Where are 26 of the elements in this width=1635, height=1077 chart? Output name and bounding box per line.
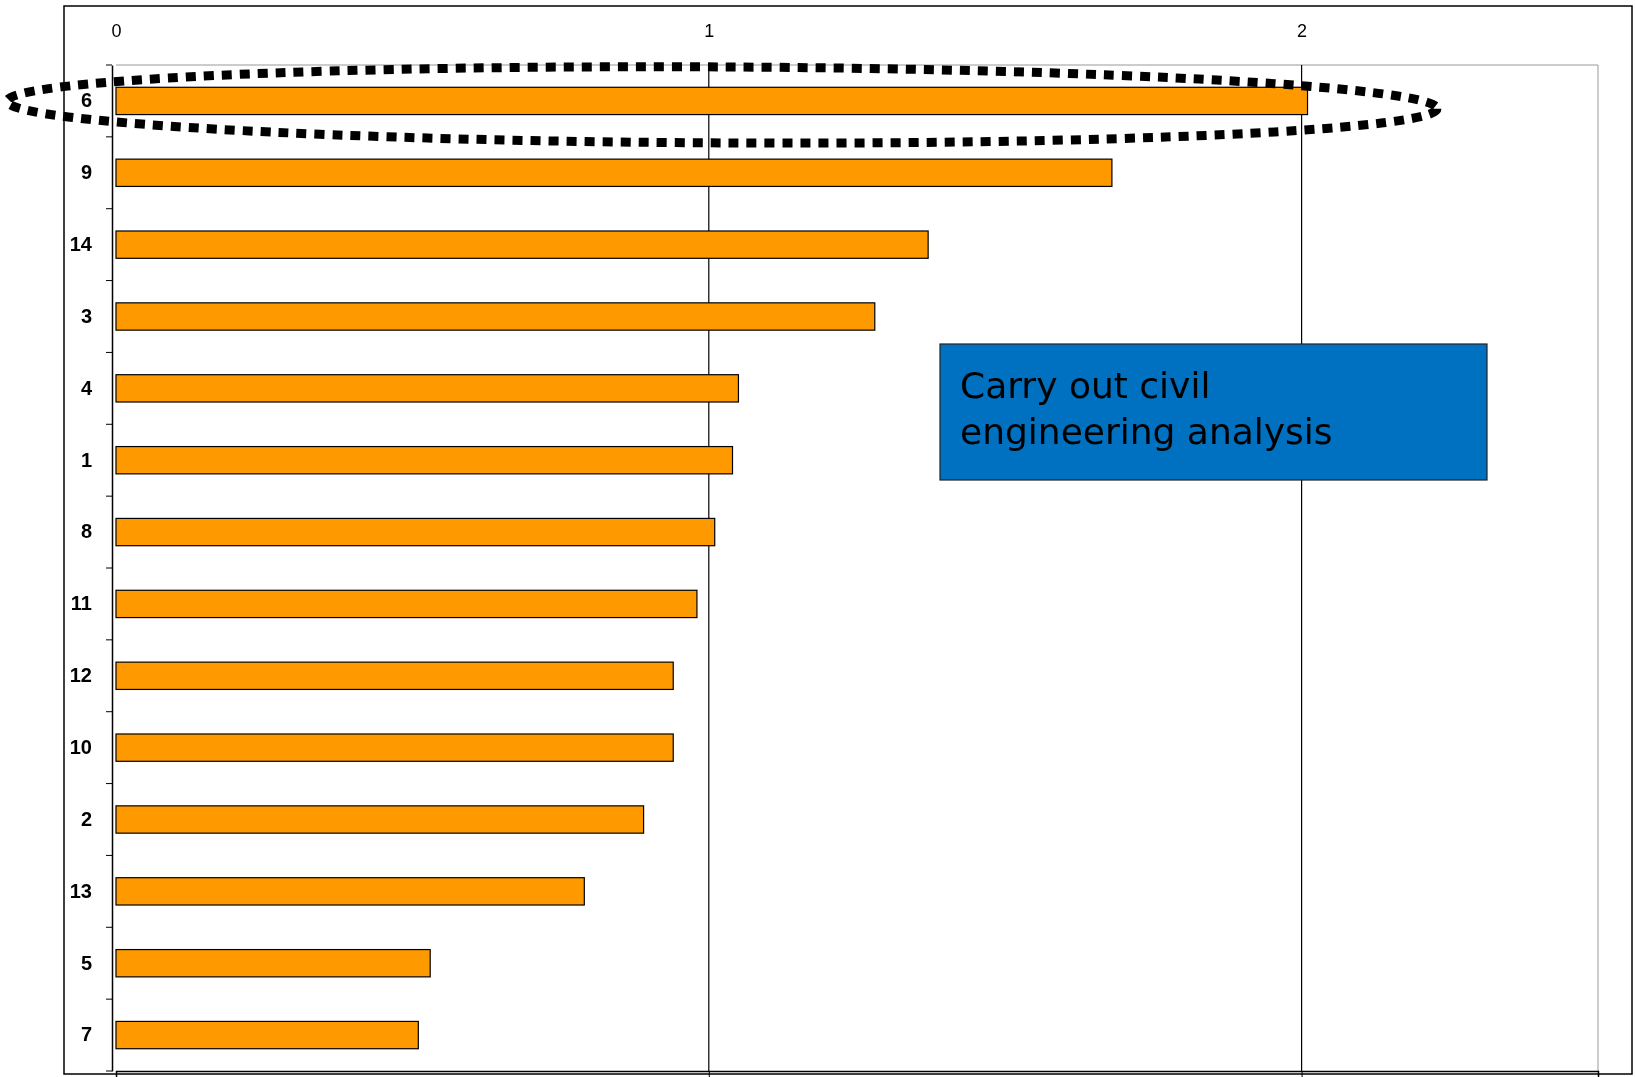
y-tick-label: 14 bbox=[69, 233, 93, 256]
y-tick-label: 2 bbox=[80, 807, 92, 830]
y-tick-label: 8 bbox=[80, 520, 92, 543]
y-tick-label: 9 bbox=[80, 161, 92, 184]
bar bbox=[115, 948, 431, 978]
y-tick-label: 3 bbox=[80, 304, 92, 327]
x-tick-label: 2 bbox=[1297, 21, 1308, 41]
bar bbox=[115, 805, 645, 834]
y-tick-label: 11 bbox=[70, 592, 92, 615]
x-tick-label: 0 bbox=[111, 21, 122, 41]
bar bbox=[115, 589, 698, 619]
y-tick-label: 7 bbox=[80, 1023, 92, 1046]
bar bbox=[115, 1020, 419, 1050]
y-tick-label: 13 bbox=[69, 879, 92, 902]
y-tick-label: 6 bbox=[80, 89, 92, 112]
bar bbox=[115, 733, 674, 762]
y-tick-label: 4 bbox=[80, 376, 93, 399]
y-tick-label: 5 bbox=[80, 951, 92, 974]
y-tick-label: 1 bbox=[80, 448, 92, 471]
annotation: Carry out civil engineering analysis bbox=[960, 365, 1333, 452]
bar bbox=[115, 661, 674, 691]
bar bbox=[115, 877, 585, 906]
y-tick-label: 10 bbox=[69, 736, 92, 759]
y-tick-label: 12 bbox=[69, 664, 92, 687]
x-tick-label: 1 bbox=[704, 21, 715, 41]
text-callout-box: Carry out civil engineering analysis bbox=[939, 343, 1488, 481]
